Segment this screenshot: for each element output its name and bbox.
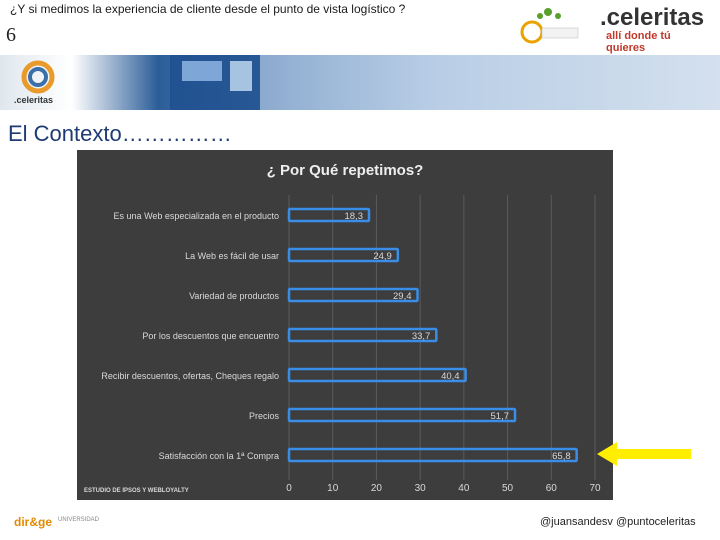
x-tick-label: 50 [502,483,514,494]
celeritas-logo: .celeritas allí donde tú quieres [600,4,712,55]
bar [287,367,467,383]
slide-top-title: ¿Y si medimos la experiencia de cliente … [10,2,406,16]
bar [287,247,400,263]
footer-logo-sub: UNIVERSIDAD [58,517,100,523]
x-tick-label: 0 [286,483,292,494]
source-label: ESTUDIO DE IPSOS Y WEBLOYALTY [84,488,189,494]
footer-handles: @juansandesv @puntoceleritas [540,516,696,528]
category-label: Satisfacción con la 1ª Compra [159,451,279,461]
bar [287,447,578,463]
data-label: 24,9 [373,251,392,262]
highlight-arrow-icon [597,442,691,466]
footer-logo: dir&ge [14,515,53,529]
logo-tagline: allí donde tú quieres [606,30,671,54]
data-label: 29,4 [393,291,412,302]
category-label: Recibir descuentos, ofertas, Cheques reg… [101,371,279,381]
data-label: 65,8 [552,451,571,462]
chart-panel: ¿ Por Qué repetimos? 0 10 20 30 40 50 60 70 Es un… [77,150,613,500]
slide-number: 6 [6,24,16,46]
x-tick-label: 10 [327,483,339,494]
data-label: 18,3 [344,211,363,222]
data-label: 51,7 [491,411,510,422]
category-label: Variedad de productos [189,291,279,301]
section-title: El Contexto…………… [8,121,232,146]
category-label: La Web es fácil de usar [185,251,279,261]
x-tick-label: 40 [458,483,470,494]
bar [287,327,438,343]
bar [287,207,371,223]
category-label: Es una Web especializada en el producto [114,211,279,221]
x-tick-label: 70 [589,483,601,494]
x-tick-label: 20 [371,483,383,494]
category-label: Por los descuentos que encuentro [142,331,279,341]
bar [287,407,517,423]
header-banner: .celeritas [0,55,720,110]
banner-logo: .celeritas [14,95,54,105]
chart-title: ¿ Por Qué repetimos? [267,162,424,179]
x-tick-label: 30 [415,483,427,494]
logo-wordmark: .celeritas [600,4,705,31]
data-label: 33,7 [412,331,431,342]
data-label: 40,4 [441,371,460,382]
truck-image-icon [21,55,720,110]
bar [287,287,419,303]
category-label: Precios [249,411,280,421]
bar-chart: ¿ Por Qué repetimos? 0 10 20 30 40 50 60 70 Es un… [84,162,601,494]
x-tick-label: 60 [546,483,558,494]
award-badge-icon [520,8,579,44]
